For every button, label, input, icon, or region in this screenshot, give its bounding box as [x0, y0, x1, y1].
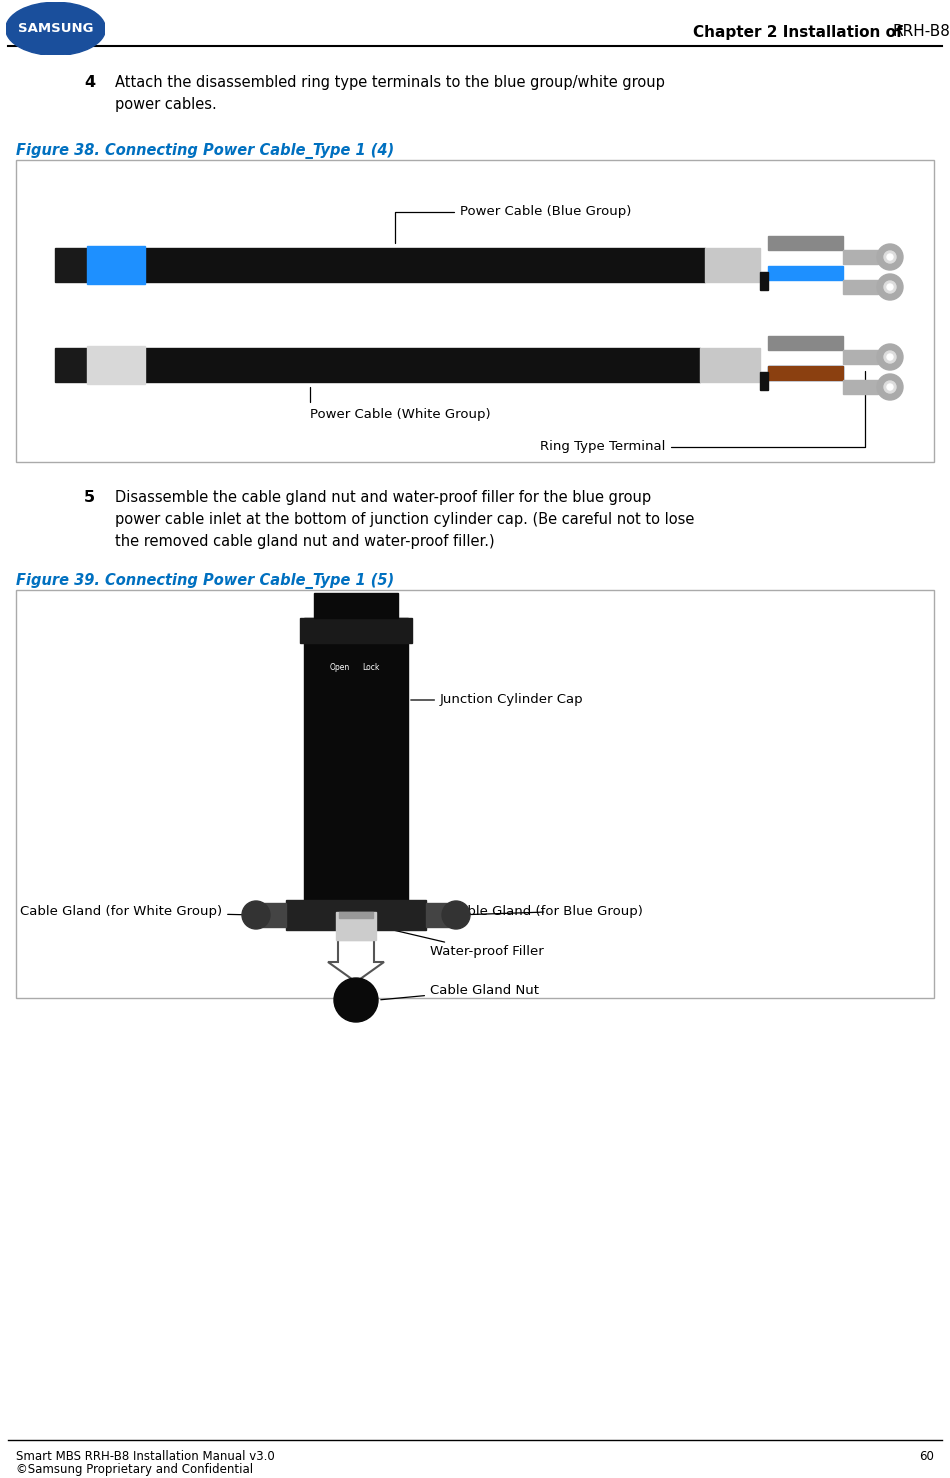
Bar — [87, 245, 145, 284]
Bar — [256, 903, 286, 927]
Bar — [300, 618, 412, 643]
Bar — [339, 912, 373, 918]
Bar — [768, 367, 843, 380]
Circle shape — [884, 251, 896, 263]
Text: RRH-B8: RRH-B8 — [893, 25, 950, 40]
Bar — [286, 900, 426, 930]
Text: Chapter 2 Installation of: Chapter 2 Installation of — [693, 25, 908, 40]
Text: Cable Gland Nut: Cable Gland Nut — [381, 983, 539, 999]
Bar — [304, 618, 408, 910]
Circle shape — [887, 384, 893, 390]
Text: Disassemble the cable gland nut and water-proof filler for the blue group: Disassemble the cable gland nut and wate… — [115, 491, 651, 505]
Bar — [760, 272, 768, 290]
Circle shape — [334, 978, 378, 1021]
Circle shape — [887, 355, 893, 361]
Bar — [145, 248, 705, 282]
Text: Smart MBS RRH-B8 Installation Manual v3.0: Smart MBS RRH-B8 Installation Manual v3.… — [16, 1450, 275, 1463]
Bar — [16, 590, 934, 998]
Bar — [55, 347, 87, 381]
Bar — [843, 250, 878, 265]
Circle shape — [242, 902, 270, 930]
Text: Junction Cylinder Cap: Junction Cylinder Cap — [410, 693, 583, 706]
Text: Ring Type Terminal: Ring Type Terminal — [540, 371, 865, 452]
Text: 5: 5 — [84, 491, 95, 505]
Bar — [87, 346, 145, 384]
Bar — [145, 347, 700, 381]
Text: Cable Gland (for White Group): Cable Gland (for White Group) — [20, 906, 254, 918]
Bar — [336, 912, 376, 940]
Text: 4: 4 — [84, 75, 95, 90]
Text: Power Cable (White Group): Power Cable (White Group) — [310, 387, 490, 421]
Text: Water-proof Filler: Water-proof Filler — [379, 927, 543, 959]
Bar — [705, 248, 760, 282]
Polygon shape — [328, 940, 384, 981]
Bar — [768, 266, 843, 279]
Text: power cables.: power cables. — [115, 98, 217, 112]
Circle shape — [442, 902, 470, 930]
Bar — [426, 903, 456, 927]
Bar — [55, 248, 87, 282]
Text: Attach the disassembled ring type terminals to the blue group/white group: Attach the disassembled ring type termin… — [115, 75, 665, 90]
Bar — [843, 380, 878, 395]
Bar — [768, 236, 843, 250]
Bar — [16, 160, 934, 463]
Text: Power Cable (Blue Group): Power Cable (Blue Group) — [395, 205, 632, 244]
Circle shape — [884, 350, 896, 364]
Circle shape — [887, 284, 893, 290]
Text: Open: Open — [330, 664, 350, 672]
Text: Cable Gland (for Blue Group): Cable Gland (for Blue Group) — [450, 906, 643, 918]
Bar — [760, 372, 768, 390]
Circle shape — [877, 244, 903, 270]
Bar — [700, 347, 760, 381]
Text: ©Samsung Proprietary and Confidential: ©Samsung Proprietary and Confidential — [16, 1463, 253, 1477]
Text: SAMSUNG: SAMSUNG — [18, 22, 93, 35]
Text: power cable inlet at the bottom of junction cylinder cap. (Be careful not to los: power cable inlet at the bottom of junct… — [115, 511, 694, 528]
Text: 60: 60 — [920, 1450, 934, 1463]
Circle shape — [877, 344, 903, 370]
Text: Lock: Lock — [362, 664, 379, 672]
Circle shape — [884, 381, 896, 393]
Ellipse shape — [6, 1, 105, 55]
Circle shape — [877, 374, 903, 401]
Bar — [314, 593, 398, 618]
Bar — [843, 350, 878, 364]
Bar — [768, 367, 843, 380]
Text: the removed cable gland nut and water-proof filler.): the removed cable gland nut and water-pr… — [115, 534, 495, 548]
Circle shape — [877, 273, 903, 300]
Circle shape — [887, 254, 893, 260]
Bar — [843, 279, 878, 294]
Circle shape — [884, 281, 896, 293]
Bar — [768, 336, 843, 350]
Text: Figure 39. Connecting Power Cable_Type 1 (5): Figure 39. Connecting Power Cable_Type 1… — [16, 573, 394, 590]
Text: Figure 38. Connecting Power Cable_Type 1 (4): Figure 38. Connecting Power Cable_Type 1… — [16, 143, 394, 160]
